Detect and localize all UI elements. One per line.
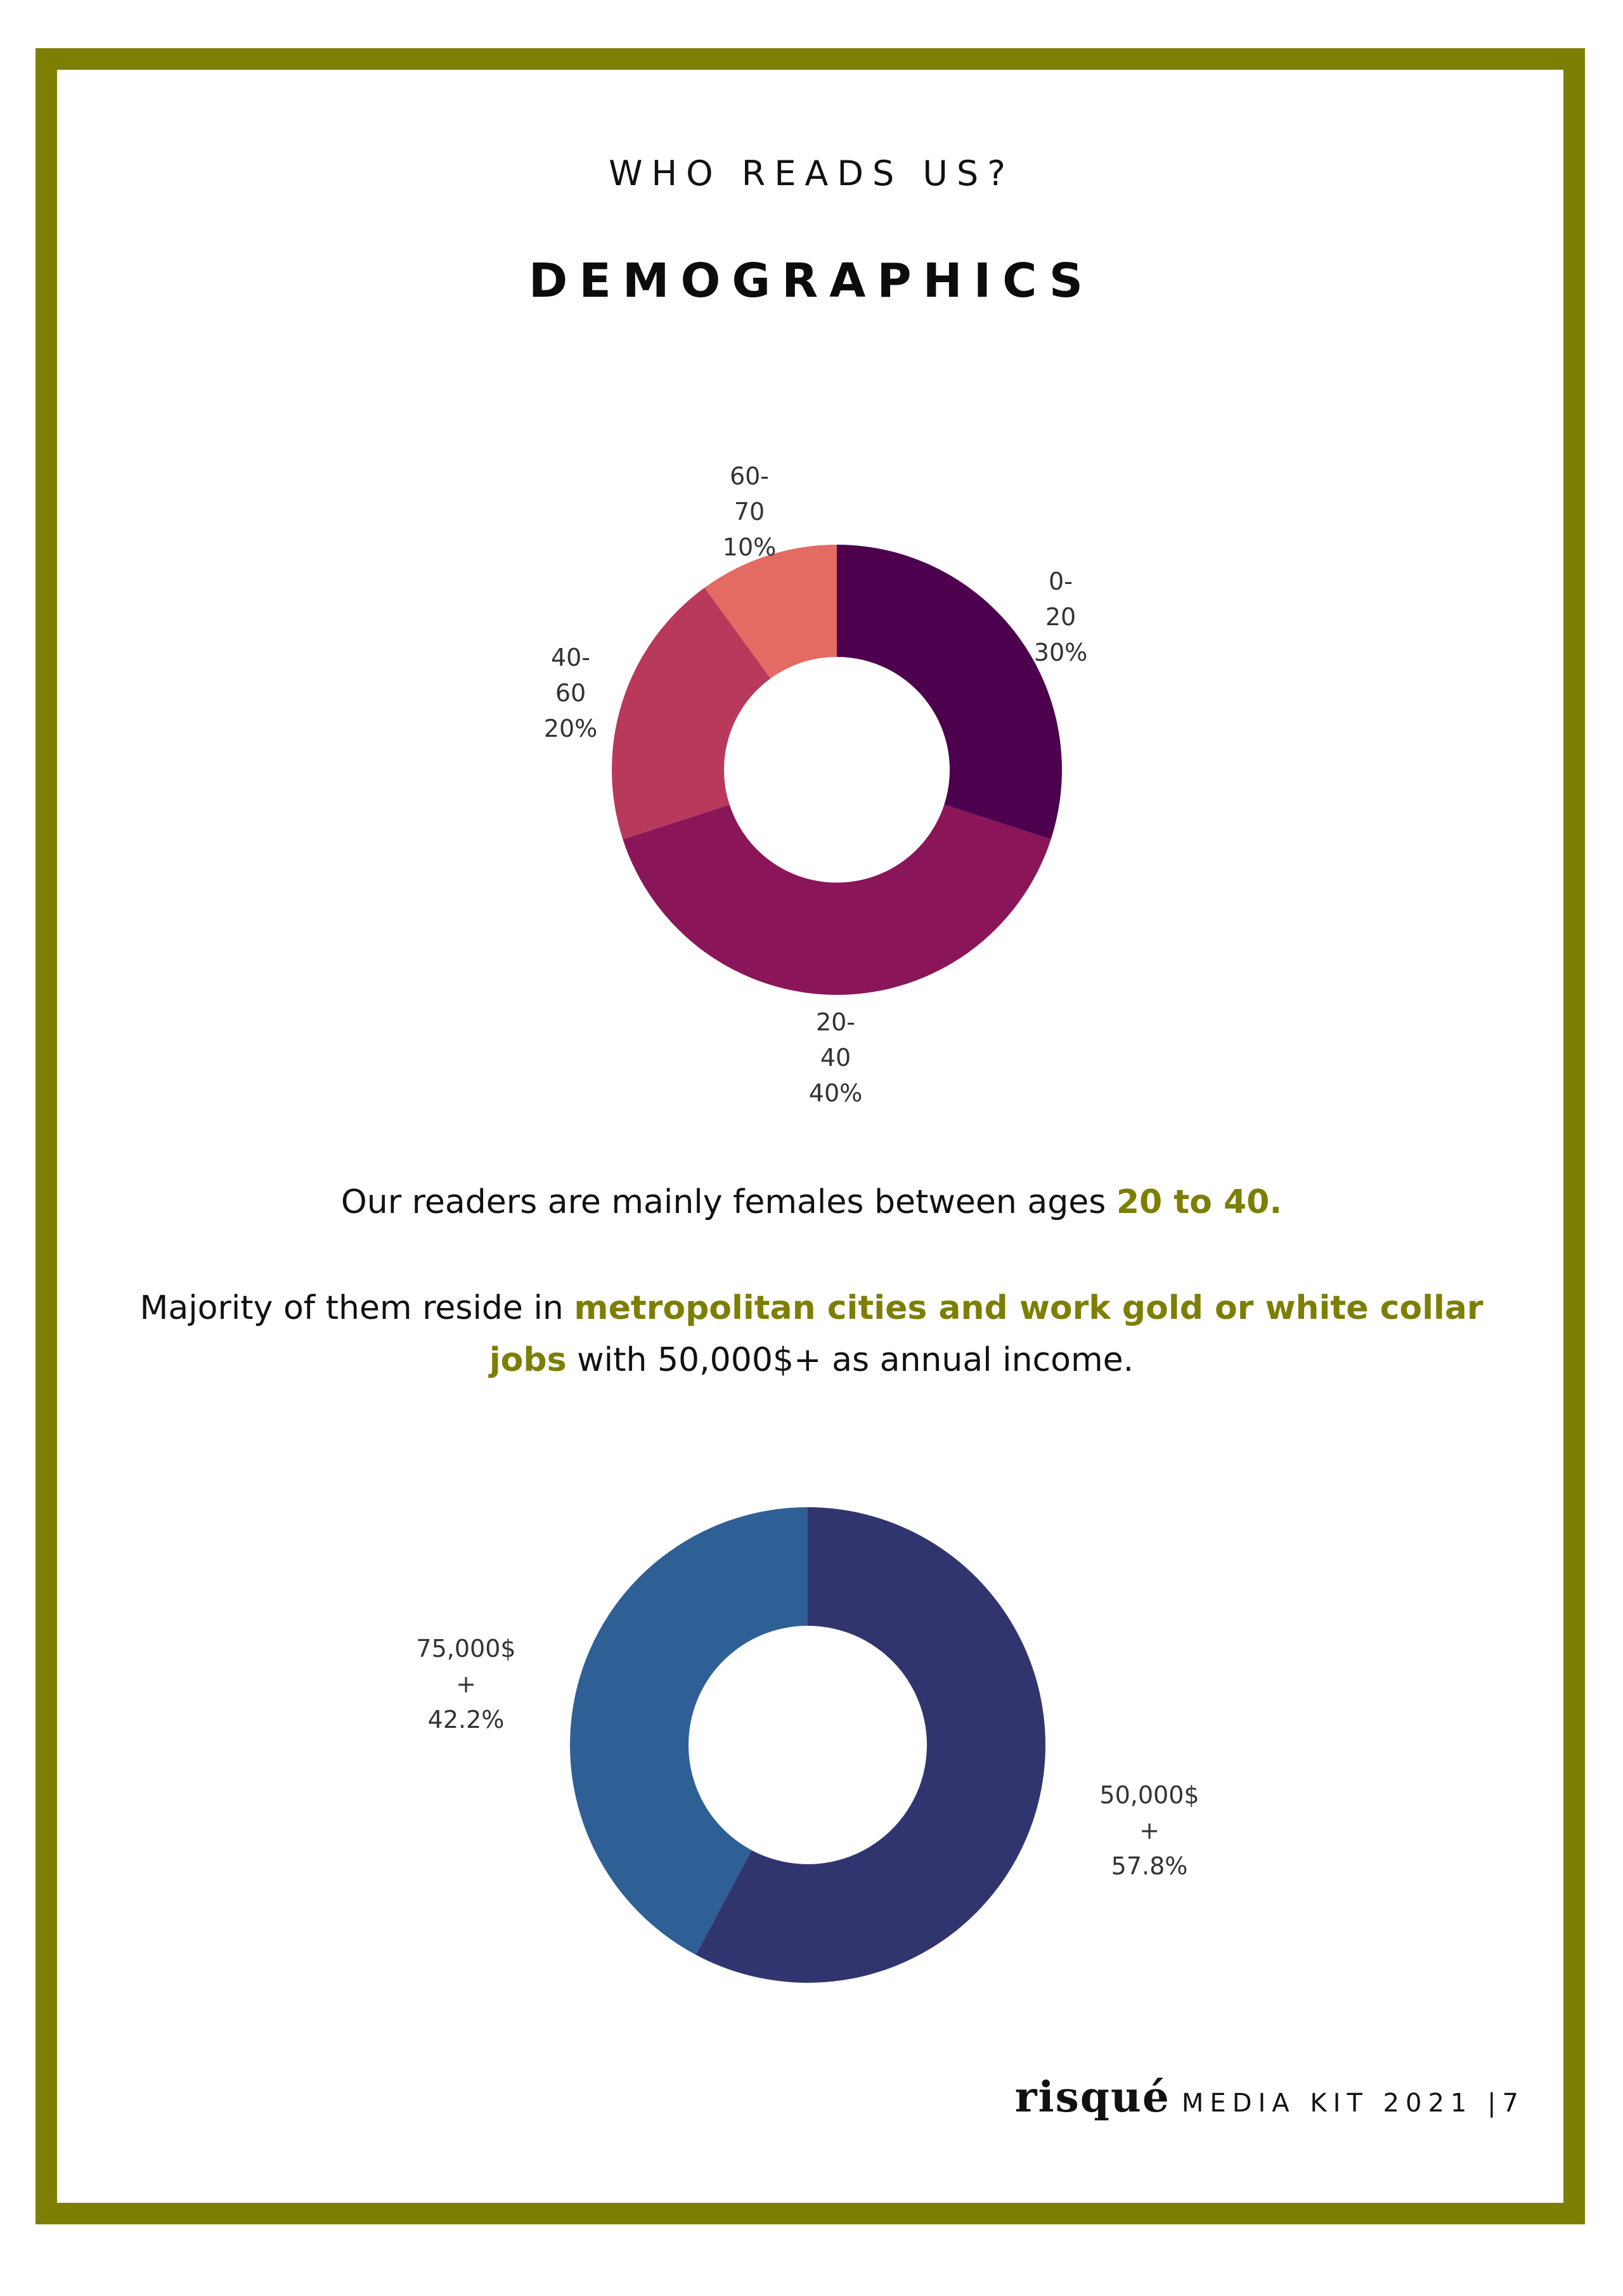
chart2-slice-1-label: 50,000$ +57.8% [1099,1781,1199,1880]
chart1-slice-3 [611,587,771,840]
chart2-slice-2-label: 75,000$ +42.2% [416,1635,515,1734]
chart1-slice-4 [704,545,837,678]
chart1-slice-2 [623,805,1051,996]
page-title: DEMOGRAPHICS [528,254,1095,308]
chart1-slice-1 [837,545,1063,840]
age-summary-text: Our readers are mainly females between a… [340,1183,1116,1221]
chart2-slice-2 [570,1507,808,1955]
income-summary-text: Majority of them reside in [139,1289,574,1327]
income-summary: Majority of them reside in metropolitan … [139,1282,1484,1386]
brand-logo: risqué [1014,2072,1170,2122]
chart1-slice-2-label: 20-40 40% [809,1008,862,1107]
footer-page-info: MEDIA KIT 2021 |7 [1181,2089,1525,2118]
chart1-slice-1-label: 0-20 30% [1034,568,1087,666]
footer: risqué MEDIA KIT 2021 |7 [1015,2072,1525,2122]
occupation-highlight: metropolitan cities and work gold or whi… [489,1289,1484,1379]
chart1-slice-3-label: 40-60 20% [544,644,597,743]
age-highlight: 20 to 40. [1116,1183,1283,1221]
income-summary-suffix: with 50,000$+ as annual income. [566,1341,1134,1379]
section-eyebrow: WHO READS US? [609,153,1014,193]
age-summary: Our readers are mainly females between a… [139,1176,1484,1228]
page-border [36,48,1585,2224]
chart2-slice-1 [695,1507,1046,1983]
chart1-slice-4-label: 60-70 10% [723,462,776,561]
